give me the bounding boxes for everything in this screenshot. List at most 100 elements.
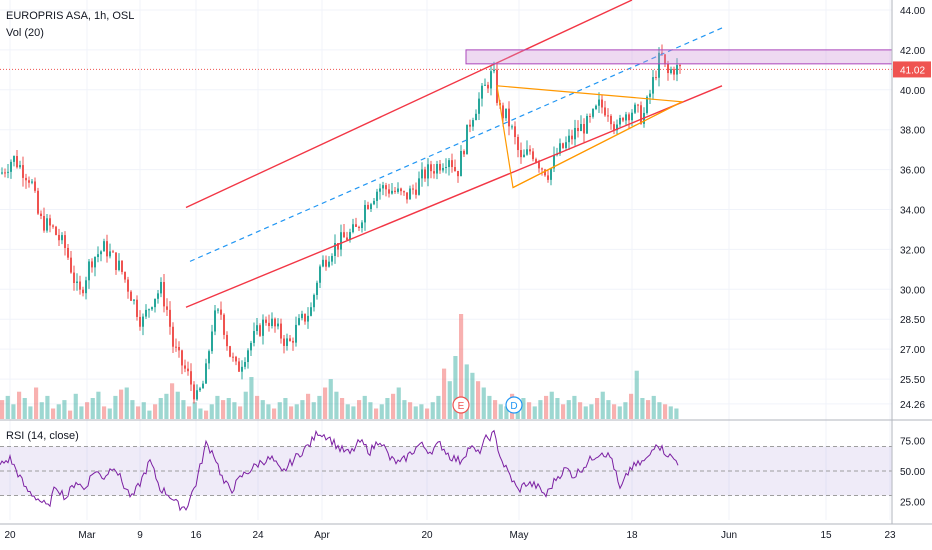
volume-bar <box>294 404 299 419</box>
candle-body <box>451 160 453 168</box>
volume-bar <box>221 400 226 419</box>
volume-bar <box>453 356 458 419</box>
candle-body <box>145 309 147 317</box>
candle-body <box>238 361 240 372</box>
candle-body <box>502 105 504 119</box>
volume-bar <box>493 400 498 419</box>
volume-bar <box>385 398 390 419</box>
candle-body <box>646 96 648 113</box>
candle-body <box>256 325 258 332</box>
volume-bar <box>11 404 16 419</box>
volume-bar <box>153 404 158 419</box>
candle-body <box>142 316 144 327</box>
volume-bar <box>5 395 10 419</box>
volume-bar <box>45 395 50 419</box>
volume-bar <box>124 387 129 419</box>
candle-body <box>367 204 369 210</box>
volume-bar <box>317 395 322 419</box>
candle-body <box>277 323 279 327</box>
volume-bar <box>357 400 362 419</box>
candle-body <box>544 169 546 176</box>
candle-body <box>91 261 93 268</box>
volume-bar <box>306 393 311 419</box>
candle-body <box>337 243 339 250</box>
candle-body <box>103 241 105 252</box>
volume-bar <box>249 377 254 419</box>
volume-bar <box>102 406 107 419</box>
volume-bar <box>425 408 430 419</box>
triangle-pattern <box>496 85 685 189</box>
annotation-e-marker <box>452 396 470 414</box>
volume-bar <box>362 395 367 419</box>
candle-body <box>655 77 657 79</box>
volume-bar <box>107 408 112 419</box>
volume-bar <box>85 402 90 419</box>
candle-body <box>67 247 69 258</box>
time-tick-label: Apr <box>314 530 330 541</box>
volume-bar <box>430 402 435 419</box>
candle-body <box>403 191 405 193</box>
volume-bar <box>192 402 197 419</box>
volume-bar <box>198 408 203 419</box>
candle-body <box>577 127 579 132</box>
rsi-tick-label: 50.00 <box>900 467 925 478</box>
volume-bar <box>668 406 673 419</box>
volume-bar <box>28 406 33 419</box>
volume-bar <box>498 404 503 419</box>
volume-bar <box>175 391 180 419</box>
chart-title: EUROPRIS ASA, 1h, OSL <box>6 10 135 22</box>
candle-body <box>424 169 426 179</box>
rsi-tick-label: 25.00 <box>900 498 925 509</box>
candle-body <box>364 204 366 223</box>
volume-label: Vol (20) <box>6 27 44 39</box>
volume-bar <box>368 402 373 419</box>
candle-body <box>40 213 42 217</box>
candle-body <box>622 117 624 121</box>
candle-body <box>670 69 672 74</box>
candle-body <box>340 232 342 250</box>
volume-bar <box>272 408 277 419</box>
volume-bar <box>481 387 486 419</box>
candle-body <box>673 69 675 75</box>
candle-body <box>526 149 528 155</box>
candle-body <box>214 310 216 332</box>
candle-body <box>628 114 630 121</box>
candle-body <box>532 151 534 160</box>
volume-bar <box>476 381 481 419</box>
candle-body <box>118 260 120 271</box>
candle-body <box>514 126 516 138</box>
candle-body <box>469 124 471 127</box>
price-tick-label: 32.00 <box>900 245 925 256</box>
candle-body <box>307 315 309 322</box>
volume-bar <box>391 393 396 419</box>
candle-body <box>352 224 354 233</box>
volume-bar <box>39 402 44 419</box>
candle-body <box>151 307 153 310</box>
time-tick-label: May <box>510 530 529 541</box>
candle-body <box>409 188 411 200</box>
volume-bar <box>79 406 84 419</box>
volume-bar <box>408 402 413 419</box>
volume-bar <box>566 400 571 419</box>
candle-body <box>376 191 378 201</box>
candle-body <box>19 165 21 168</box>
candle-body <box>553 155 555 169</box>
candle-body <box>430 164 432 172</box>
volume-bar <box>442 368 447 419</box>
candle-body <box>601 99 603 108</box>
volume-bar <box>419 404 424 419</box>
candle-body <box>205 363 207 384</box>
volume-bar <box>34 387 39 419</box>
candle-body <box>244 362 246 367</box>
candle-body <box>418 178 420 195</box>
candle-body <box>211 331 213 352</box>
trend-drawings[interactable] <box>0 0 893 308</box>
volume-bar <box>289 406 294 419</box>
resistance-zone <box>465 49 893 65</box>
candle-body <box>202 383 204 389</box>
candle-body <box>676 65 678 75</box>
time-tick-label: 9 <box>137 530 143 541</box>
